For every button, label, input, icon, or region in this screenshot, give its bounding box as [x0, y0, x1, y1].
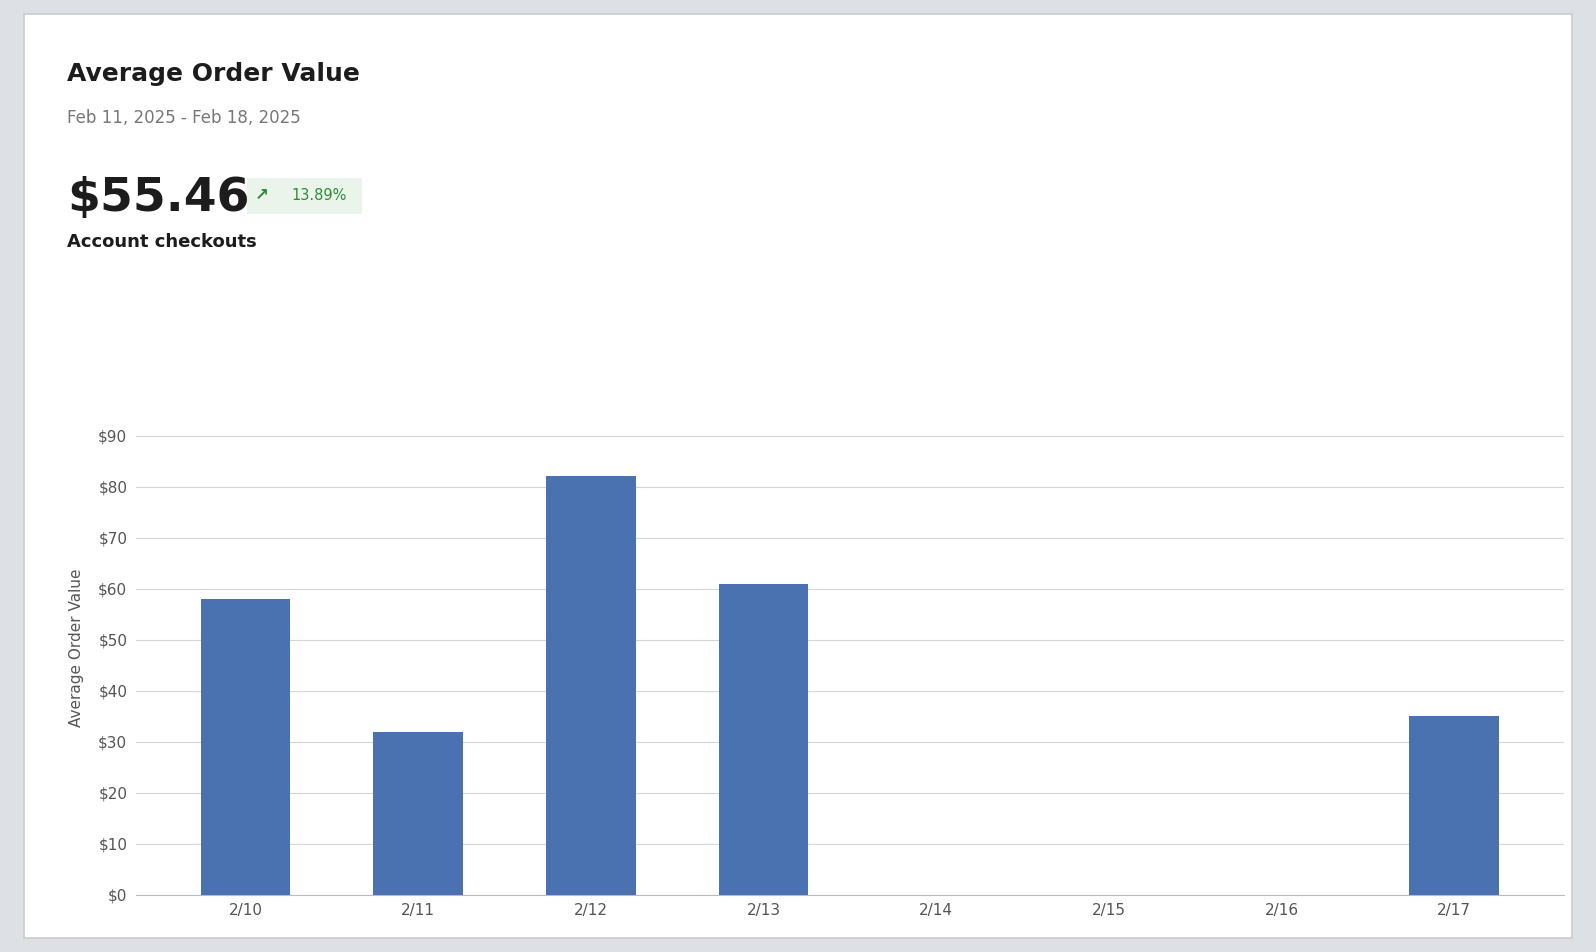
Text: 13.89%: 13.89%	[290, 188, 346, 203]
Bar	[201, 599, 290, 895]
Text: Average Order Value: Average Order Value	[67, 62, 361, 86]
Bar	[1409, 716, 1499, 895]
Bar	[718, 584, 809, 895]
Bar	[546, 476, 635, 895]
FancyBboxPatch shape	[241, 177, 369, 215]
Text: Feb 11, 2025 - Feb 18, 2025: Feb 11, 2025 - Feb 18, 2025	[67, 109, 300, 128]
Text: Account checkouts: Account checkouts	[67, 233, 257, 251]
Bar	[373, 731, 463, 895]
Y-axis label: Average Order Value: Average Order Value	[69, 568, 85, 726]
Text: $55.46: $55.46	[67, 176, 249, 221]
Text: ↗: ↗	[254, 187, 268, 205]
